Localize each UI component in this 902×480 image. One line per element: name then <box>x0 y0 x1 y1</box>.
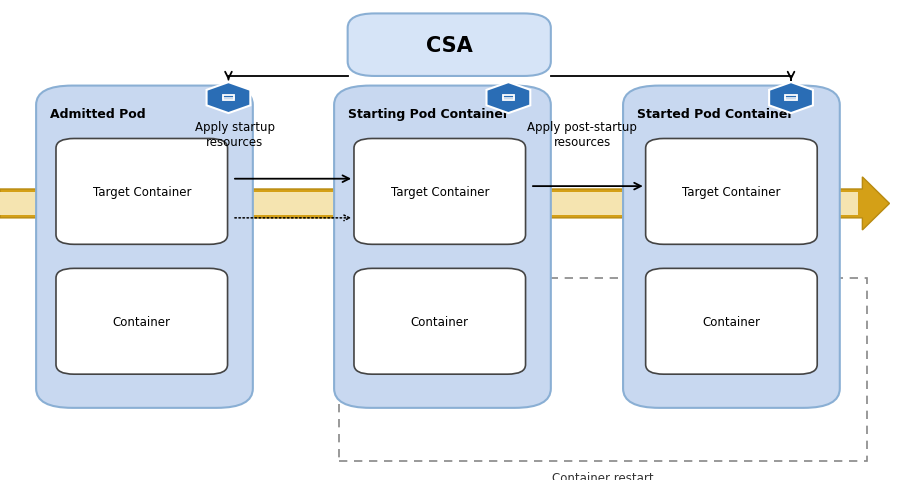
FancyBboxPatch shape <box>347 14 550 77</box>
FancyBboxPatch shape <box>56 139 227 245</box>
Polygon shape <box>0 178 888 230</box>
Text: Container: Container <box>113 315 170 328</box>
Text: Target Container: Target Container <box>390 185 489 199</box>
Text: Started Pod Container: Started Pod Container <box>636 108 792 121</box>
Text: Target Container: Target Container <box>681 185 780 199</box>
FancyBboxPatch shape <box>36 86 253 408</box>
FancyBboxPatch shape <box>354 269 525 374</box>
Polygon shape <box>769 83 812 114</box>
FancyBboxPatch shape <box>645 139 816 245</box>
Text: Apply post-startup
resources: Apply post-startup resources <box>527 120 637 148</box>
Text: Admitted Pod: Admitted Pod <box>50 108 145 121</box>
FancyBboxPatch shape <box>645 269 816 374</box>
Text: Container: Container <box>702 315 759 328</box>
Text: Target Container: Target Container <box>92 185 191 199</box>
FancyBboxPatch shape <box>354 139 525 245</box>
FancyBboxPatch shape <box>334 86 550 408</box>
Text: Apply startup
resources: Apply startup resources <box>195 120 274 148</box>
FancyBboxPatch shape <box>56 269 227 374</box>
Bar <box>338 278 866 461</box>
Text: Starting Pod Container: Starting Pod Container <box>347 108 508 121</box>
Polygon shape <box>207 83 250 114</box>
Text: CSA: CSA <box>426 36 472 56</box>
Text: Container restart: Container restart <box>551 471 653 480</box>
FancyBboxPatch shape <box>622 86 839 408</box>
Polygon shape <box>0 179 857 229</box>
Polygon shape <box>486 83 529 114</box>
Text: Container: Container <box>410 315 468 328</box>
